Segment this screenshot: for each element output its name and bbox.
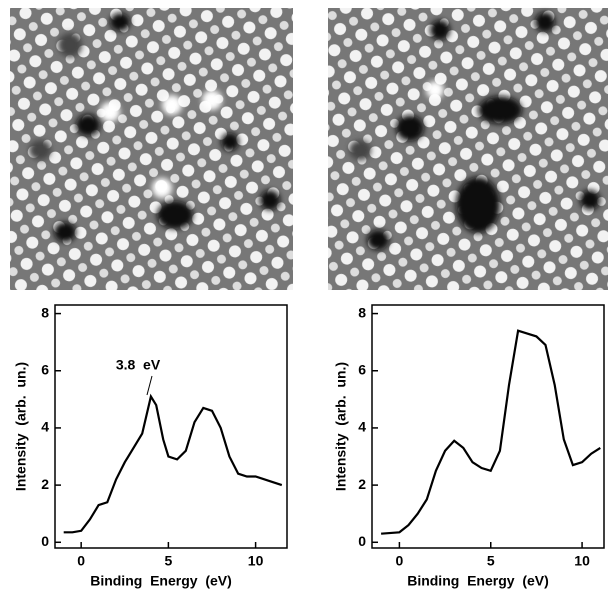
x-tick-label: 5 bbox=[487, 553, 495, 569]
x-tick-label: 10 bbox=[248, 553, 264, 569]
y-tick-label: 2 bbox=[41, 476, 49, 492]
y-tick-label: 4 bbox=[41, 419, 49, 435]
x-tick-label: 10 bbox=[574, 553, 590, 569]
x-tick-label: 0 bbox=[396, 553, 404, 569]
y-tick-label: 4 bbox=[358, 419, 366, 435]
y-axis-label: Intensity (arb. un.) bbox=[333, 362, 349, 491]
x-axis-label: Binding Energy (eV) bbox=[407, 573, 549, 589]
y-tick-label: 0 bbox=[41, 533, 49, 549]
plot-frame bbox=[54, 304, 288, 549]
x-axis-label: Binding Energy (eV) bbox=[90, 573, 232, 589]
annotation-leader bbox=[146, 375, 153, 396]
plot-frame bbox=[371, 304, 605, 549]
y-axis-label: Intensity (arb. un.) bbox=[13, 362, 29, 491]
x-tick-label: 5 bbox=[164, 553, 172, 569]
y-tick-label: 6 bbox=[41, 361, 49, 377]
y-tick-label: 8 bbox=[41, 304, 49, 320]
stm-image-left bbox=[10, 8, 293, 290]
spectrum-line bbox=[381, 329, 601, 535]
annotation: 3.8 eV bbox=[116, 357, 161, 373]
y-tick-label: 0 bbox=[358, 533, 366, 549]
x-tick-label: 0 bbox=[77, 553, 85, 569]
y-tick-label: 2 bbox=[358, 476, 366, 492]
y-tick-label: 6 bbox=[358, 361, 366, 377]
spectrum-line bbox=[63, 393, 283, 534]
y-tick-label: 8 bbox=[358, 304, 366, 320]
stm-image-right bbox=[328, 8, 608, 290]
